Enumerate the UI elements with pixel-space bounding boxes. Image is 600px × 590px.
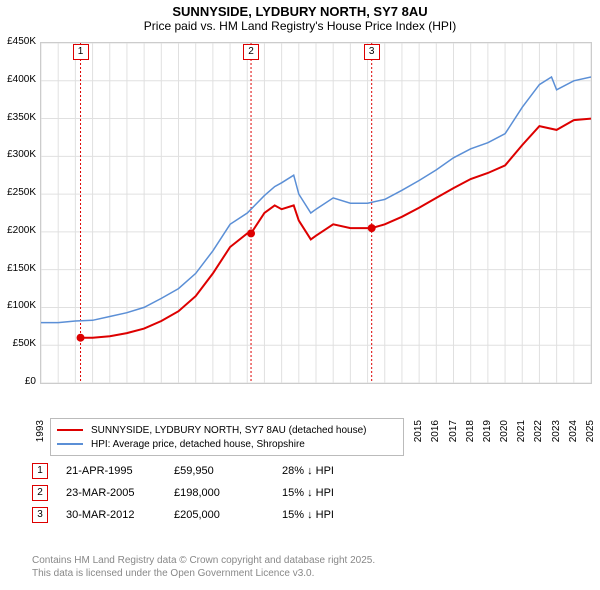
y-tick-label: £300K bbox=[0, 149, 36, 160]
event-price: £205,000 bbox=[174, 509, 264, 521]
plot-svg bbox=[41, 43, 591, 383]
y-tick-label: £100K bbox=[0, 300, 36, 311]
events-table: 1 21-APR-1995 £59,950 28% ↓ HPI 2 23-MAR… bbox=[32, 460, 372, 526]
legend-label: SUNNYSIDE, LYDBURY NORTH, SY7 8AU (detac… bbox=[91, 425, 366, 436]
event-hpi: 28% ↓ HPI bbox=[282, 465, 372, 477]
y-tick-label: £250K bbox=[0, 187, 36, 198]
y-tick-label: £350K bbox=[0, 112, 36, 123]
event-num-box: 2 bbox=[32, 485, 48, 501]
chart-subtitle: Price paid vs. HM Land Registry's House … bbox=[0, 19, 600, 35]
event-marker-box: 3 bbox=[364, 44, 380, 60]
legend-row: HPI: Average price, detached house, Shro… bbox=[57, 437, 397, 451]
y-tick-label: £0 bbox=[0, 376, 36, 387]
attribution-line: Contains HM Land Registry data © Crown c… bbox=[32, 554, 375, 567]
event-price: £59,950 bbox=[174, 465, 264, 477]
y-tick-label: £450K bbox=[0, 36, 36, 47]
chart-title: SUNNYSIDE, LYDBURY NORTH, SY7 8AU bbox=[0, 0, 600, 19]
chart-area: 123£0£50K£100K£150K£200K£250K£300K£350K£… bbox=[40, 42, 590, 412]
event-row: 3 30-MAR-2012 £205,000 15% ↓ HPI bbox=[32, 504, 372, 526]
y-tick-label: £50K bbox=[0, 338, 36, 349]
event-marker-box: 2 bbox=[243, 44, 259, 60]
legend-swatch bbox=[57, 443, 83, 445]
legend-row: SUNNYSIDE, LYDBURY NORTH, SY7 8AU (detac… bbox=[57, 423, 397, 437]
event-date: 30-MAR-2012 bbox=[66, 509, 156, 521]
event-hpi: 15% ↓ HPI bbox=[282, 487, 372, 499]
event-date: 21-APR-1995 bbox=[66, 465, 156, 477]
y-tick-label: £400K bbox=[0, 74, 36, 85]
legend: SUNNYSIDE, LYDBURY NORTH, SY7 8AU (detac… bbox=[50, 418, 404, 456]
event-marker-box: 1 bbox=[73, 44, 89, 60]
x-tick-label: 2025 bbox=[585, 420, 600, 442]
y-tick-label: £200K bbox=[0, 225, 36, 236]
event-hpi: 15% ↓ HPI bbox=[282, 509, 372, 521]
event-price: £198,000 bbox=[174, 487, 264, 499]
event-num-box: 3 bbox=[32, 507, 48, 523]
attribution-line: This data is licensed under the Open Gov… bbox=[32, 567, 375, 580]
page: SUNNYSIDE, LYDBURY NORTH, SY7 8AU Price … bbox=[0, 0, 600, 590]
event-row: 1 21-APR-1995 £59,950 28% ↓ HPI bbox=[32, 460, 372, 482]
attribution: Contains HM Land Registry data © Crown c… bbox=[32, 554, 375, 580]
event-row: 2 23-MAR-2005 £198,000 15% ↓ HPI bbox=[32, 482, 372, 504]
plot bbox=[40, 42, 592, 384]
y-tick-label: £150K bbox=[0, 263, 36, 274]
event-num-box: 1 bbox=[32, 463, 48, 479]
event-date: 23-MAR-2005 bbox=[66, 487, 156, 499]
legend-label: HPI: Average price, detached house, Shro… bbox=[91, 439, 305, 450]
legend-swatch bbox=[57, 429, 83, 431]
